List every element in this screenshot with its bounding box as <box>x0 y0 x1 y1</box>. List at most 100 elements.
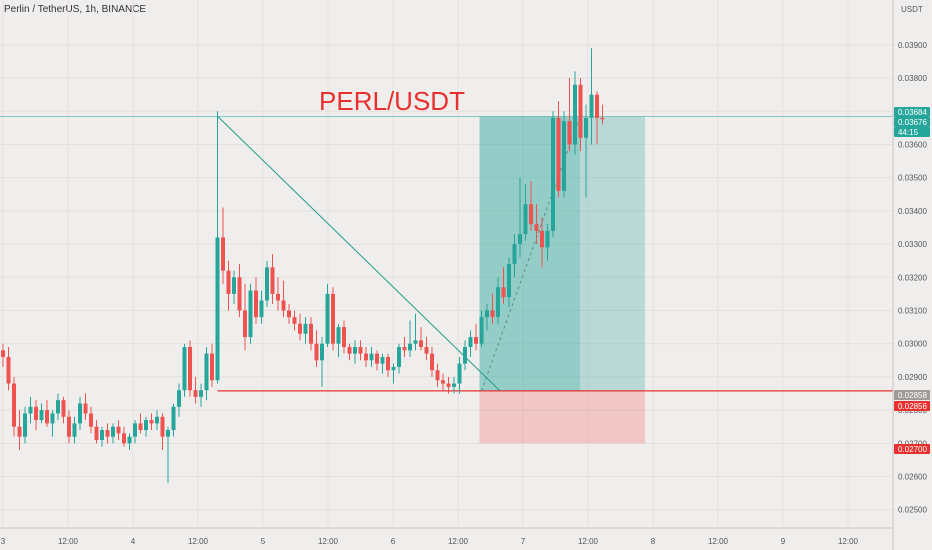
candle-body <box>56 400 60 414</box>
candle-body <box>380 356 385 364</box>
candle-body <box>435 370 440 381</box>
candle-body <box>182 347 187 391</box>
candle-body <box>210 353 214 381</box>
candle-body <box>298 323 302 334</box>
x-tick-label: 12:00 <box>578 537 599 546</box>
y-tick-label: 0.02600 <box>898 473 927 482</box>
candle-body <box>320 343 324 361</box>
candle-body <box>562 121 566 191</box>
loss-zone <box>479 390 645 444</box>
candle-body <box>138 423 143 431</box>
price-label-box <box>894 127 930 137</box>
candle-body <box>309 323 313 344</box>
candle-body <box>523 204 528 235</box>
price-label-box <box>894 107 930 117</box>
candle-body <box>507 264 511 298</box>
y-tick-label: 0.03400 <box>898 207 927 216</box>
candle-body <box>386 356 390 371</box>
y-tick-label: 0.03800 <box>898 74 927 83</box>
candle-body <box>116 426 121 434</box>
candle-body <box>111 426 115 437</box>
candle-body <box>67 416 71 437</box>
y-tick-label: 0.03900 <box>898 41 927 50</box>
candle-body <box>358 347 363 354</box>
candle-body <box>292 317 297 324</box>
candle-body <box>149 420 154 424</box>
candle-body <box>94 426 99 440</box>
candle-body <box>23 413 27 437</box>
candle-body <box>413 340 418 344</box>
price-label-text: 0.02858 <box>898 391 927 400</box>
candle-body <box>122 433 126 444</box>
candle-body <box>331 293 335 344</box>
price-label-entry-alt: 0.02856 <box>894 401 930 411</box>
candle-body <box>28 406 33 414</box>
price-label-countdown: 44:15 <box>894 127 930 137</box>
candle-body <box>540 230 544 248</box>
candle-body <box>265 267 269 301</box>
candle-body <box>408 343 412 351</box>
candle-body <box>34 406 38 421</box>
candle-body <box>600 117 605 120</box>
candle-body <box>259 300 264 318</box>
candle-body <box>105 430 110 437</box>
candle-body <box>424 347 429 354</box>
candle-body <box>83 403 88 414</box>
candle-body <box>221 237 225 271</box>
y-tick-label: 0.02500 <box>898 506 927 515</box>
candle-body <box>89 413 93 427</box>
y-tick-label: 0.03200 <box>898 273 927 282</box>
candle-body <box>12 383 16 427</box>
candle-body <box>155 416 159 424</box>
candle-body <box>545 230 550 248</box>
chart-title: PERL/USDT <box>319 86 465 116</box>
candle-body <box>281 300 286 311</box>
candle-body <box>276 293 280 301</box>
candle-body <box>375 353 379 364</box>
candle-body <box>6 356 11 384</box>
candle-body <box>419 340 423 348</box>
x-tick-label: 12:00 <box>188 537 209 546</box>
price-label-text: 0.02856 <box>898 402 927 411</box>
candle-body <box>171 406 176 431</box>
price-label-current: 0.03676 <box>894 117 930 127</box>
x-tick-label: 8 <box>651 537 656 546</box>
x-tick-label: 12:00 <box>838 537 859 546</box>
candle-body <box>232 277 236 294</box>
candle-body <box>72 423 77 437</box>
symbol-header: Perlin / TetherUS, 1h, BINANCE <box>4 4 147 15</box>
candle-body <box>551 117 555 231</box>
price-label-text: 0.03676 <box>898 118 927 127</box>
candle-body <box>457 363 462 384</box>
candle-body <box>204 353 209 391</box>
x-tick-label: 12:00 <box>318 537 339 546</box>
price-label-entry: 0.02858 <box>894 390 930 400</box>
candle-body <box>325 293 330 344</box>
candle-body <box>534 224 539 231</box>
candle-body <box>369 353 374 361</box>
price-label-box <box>894 390 930 400</box>
price-label-text: 44:15 <box>898 128 919 137</box>
candle-body <box>397 347 401 367</box>
trendline <box>217 115 501 392</box>
y-tick-label: 0.03600 <box>898 140 927 149</box>
candle-body <box>248 290 253 338</box>
candle-body <box>584 117 588 138</box>
candle-body <box>226 270 231 294</box>
candle-body <box>556 117 561 191</box>
candle-body <box>243 310 247 338</box>
candle-body <box>336 327 341 344</box>
candle-body <box>314 343 319 361</box>
candle-body <box>595 94 599 118</box>
candle-body <box>303 323 308 334</box>
candle-body <box>578 84 583 138</box>
candle-body <box>287 310 291 318</box>
candle-body <box>589 94 594 118</box>
candle-body <box>430 353 434 371</box>
candle-body <box>485 310 489 318</box>
candle-body <box>100 430 104 440</box>
candle-body <box>1 350 5 357</box>
grid <box>0 0 893 528</box>
candle-body <box>468 337 473 348</box>
